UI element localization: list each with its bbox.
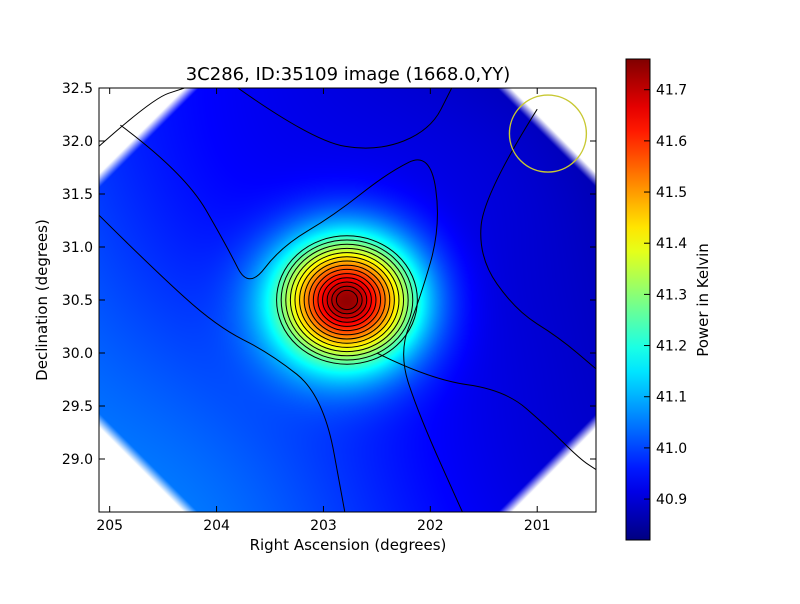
background-contour — [237, 88, 453, 149]
y-tick-label: 30.5 — [62, 293, 93, 309]
background-contour — [376, 352, 596, 471]
source-contour — [276, 235, 418, 365]
x-tick-label: 205 — [96, 518, 123, 534]
source-contour — [285, 243, 409, 357]
source-contour — [322, 277, 372, 323]
x-axis-ticks: 205 204 203 202 201 — [96, 88, 551, 534]
colorbar-tick-label: 41.1 — [656, 390, 687, 406]
background-contour — [120, 124, 463, 512]
y-tick-label: 32.0 — [62, 134, 93, 150]
heatmap-image — [99, 88, 596, 512]
y-tick-label: 29.0 — [62, 452, 93, 468]
y-tick-label: 31.0 — [62, 240, 93, 256]
colorbar-tick-label: 41.3 — [656, 287, 687, 303]
beam-circle — [508, 94, 588, 173]
source-contour — [280, 239, 414, 361]
x-tick-label: 202 — [417, 518, 444, 534]
x-tick-label: 203 — [310, 518, 337, 534]
source-contour — [326, 281, 368, 319]
y-axis-ticks: 29.0 29.5 30.0 30.5 31.0 31.5 32.0 32.5 — [62, 81, 596, 468]
background-contour — [99, 88, 185, 147]
colorbar — [625, 58, 651, 541]
colorbar-tick-label: 41.5 — [656, 185, 687, 201]
y-axis-label: Declination (degrees) — [33, 219, 51, 381]
colorbar-tick-label: 41.4 — [656, 236, 687, 252]
x-tick-label: 204 — [203, 518, 230, 534]
y-tick-label: 32.5 — [62, 81, 93, 97]
colorbar-tick-label: 41.6 — [656, 134, 687, 150]
colorbar-label: Power in Kelvin — [694, 243, 712, 357]
background-contour — [99, 214, 346, 512]
source-contour — [303, 260, 391, 340]
contour-lines — [99, 88, 596, 512]
source-contour — [331, 285, 363, 315]
colorbar-tick-label: 41.7 — [656, 83, 687, 99]
source-contour — [299, 256, 395, 344]
y-tick-label: 30.0 — [62, 346, 93, 362]
background-contour — [480, 108, 596, 370]
source-contour — [308, 264, 386, 336]
source-contour — [312, 268, 382, 332]
source-contour — [289, 247, 405, 353]
source-contour — [335, 289, 359, 311]
y-tick-label: 29.5 — [62, 399, 93, 415]
source-contour — [294, 252, 400, 348]
colorbar-tick-label: 41.0 — [656, 441, 687, 457]
colorbar-tick-label: 40.9 — [656, 492, 687, 508]
source-contour — [317, 273, 377, 327]
y-tick-label: 31.5 — [62, 187, 93, 203]
colorbar-tick-label: 41.2 — [656, 339, 687, 355]
x-tick-label: 201 — [524, 518, 551, 534]
colorbar-ticks: 40.9 41.0 41.1 41.2 41.3 41.4 41.5 41.6 41.7 — [644, 83, 687, 508]
chart-title: 3C286, ID:35109 image (1668.0,YY) — [186, 64, 511, 85]
x-axis-label: Right Ascension (degrees) — [250, 536, 447, 554]
